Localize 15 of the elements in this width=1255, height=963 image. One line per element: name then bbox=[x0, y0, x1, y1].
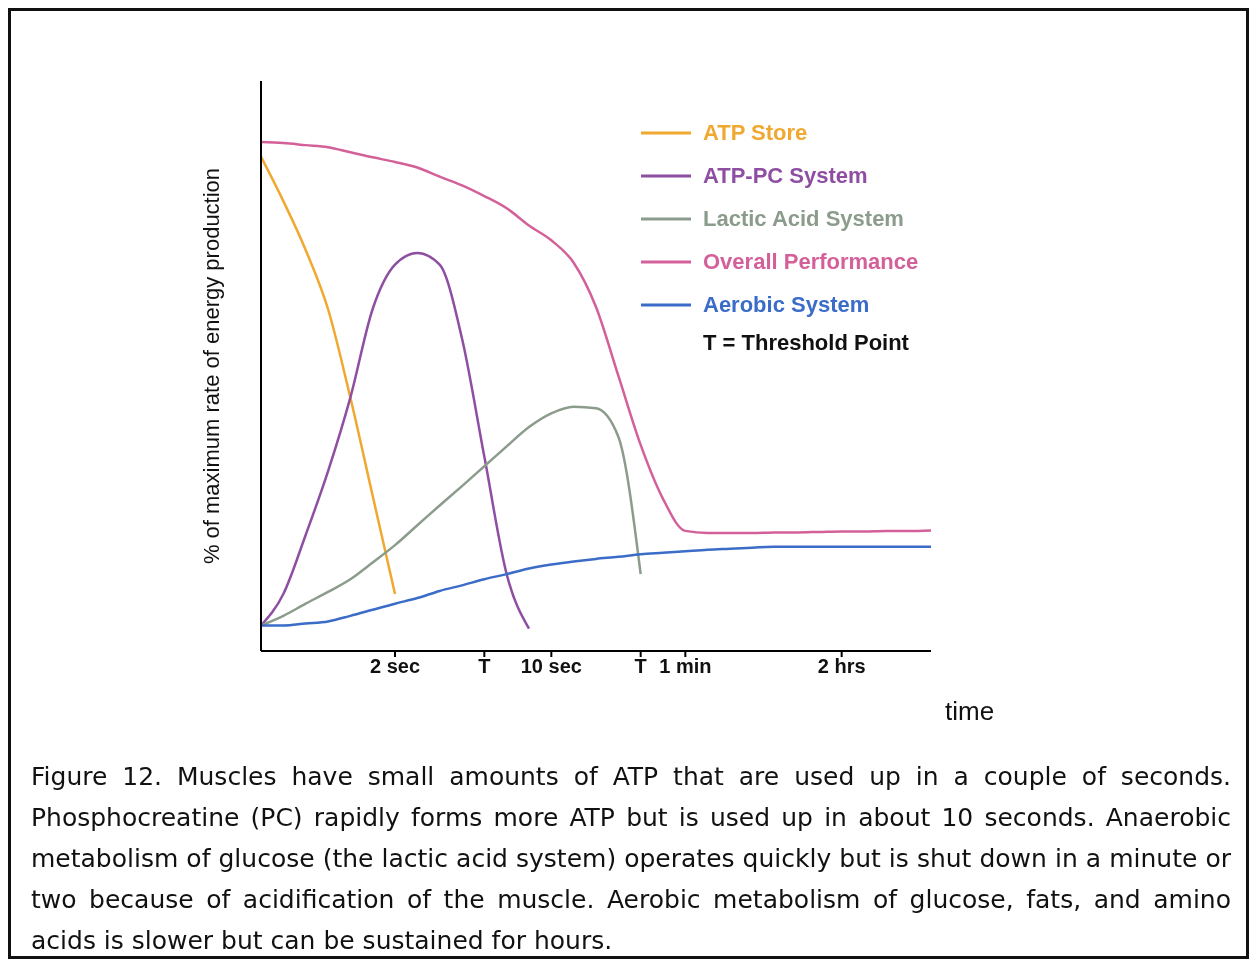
x-tick-label: T bbox=[478, 655, 491, 678]
x-axis-title: time bbox=[945, 696, 995, 727]
legend-label: Lactic Acid System bbox=[703, 205, 904, 232]
legend-label: Overall Performance bbox=[703, 248, 919, 275]
x-tick-label: 2 hrs bbox=[817, 655, 866, 678]
x-tick-label: 2 sec bbox=[369, 655, 421, 678]
x-tick-label: 10 sec bbox=[520, 655, 582, 678]
x-tick-label: T bbox=[634, 655, 647, 678]
legend-label: ATP Store bbox=[703, 119, 808, 146]
y-axis-title: % of maximum rate of energy production bbox=[198, 167, 224, 565]
legend-label: Aerobic System bbox=[703, 291, 870, 318]
annotation: T = Threshold Point bbox=[703, 330, 910, 356]
legend-label: ATP-PC System bbox=[703, 162, 868, 189]
caption: Figure 12. Muscles have small amounts of ATP that are used up in a couple of seconds. Phosphocreatine (PC) rapidly forms more ATP but is used up in about 10 seconds. Anaerobic metabolism of glucose (the lactic acid system) operates quickly but is shut down in a minute or two because of acidification of the muscle. Aerobic metabolism of glucose, fats, and amino acids is slower but can be sustained for hours. bbox=[31, 762, 1231, 955]
x-tick-label: 1 min bbox=[659, 655, 712, 678]
